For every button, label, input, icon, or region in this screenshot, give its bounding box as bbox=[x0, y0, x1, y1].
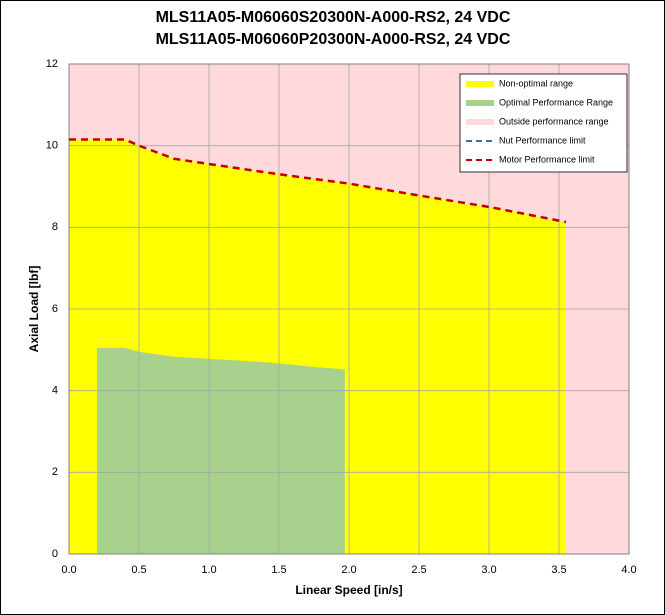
y-axis-label: Axial Load [lbf] bbox=[27, 266, 41, 353]
x-tick-label: 0.5 bbox=[131, 564, 146, 576]
legend-label: Nut Performance limit bbox=[499, 135, 586, 145]
area bbox=[97, 347, 345, 554]
legend-label: Motor Performance limit bbox=[499, 154, 595, 164]
x-tick-label: 3.5 bbox=[551, 564, 566, 576]
x-tick-label: 2.0 bbox=[341, 564, 356, 576]
y-tick-label: 4 bbox=[52, 385, 58, 397]
x-tick-label: 3.0 bbox=[481, 564, 496, 576]
x-axis-label: Linear Speed [in/s] bbox=[295, 583, 402, 597]
y-tick-label: 2 bbox=[52, 466, 58, 478]
x-tick-label: 0.0 bbox=[61, 564, 76, 576]
x-tick-label: 1.5 bbox=[271, 564, 286, 576]
x-tick-label: 4.0 bbox=[621, 564, 636, 576]
chart-title: MLS11A05-M06060S20300N-A000-RS2, 24 VDC bbox=[156, 9, 511, 26]
x-tick-label: 1.0 bbox=[201, 564, 216, 576]
chart-title: MLS11A05-M06060P20300N-A000-RS2, 24 VDC bbox=[156, 31, 511, 48]
y-tick-label: 12 bbox=[46, 58, 58, 70]
legend-label: Outside performance range bbox=[499, 116, 609, 126]
y-tick-label: 0 bbox=[52, 548, 58, 560]
legend-label: Non-optimal range bbox=[499, 78, 573, 88]
line bbox=[69, 138, 567, 224]
y-tick-label: 8 bbox=[52, 221, 58, 233]
y-tick-label: 6 bbox=[52, 303, 58, 315]
y-tick-label: 10 bbox=[46, 140, 58, 152]
plot-border bbox=[68, 63, 630, 555]
legend-label: Optimal Performance Range bbox=[499, 97, 613, 107]
x-tick-label: 2.5 bbox=[411, 564, 426, 576]
